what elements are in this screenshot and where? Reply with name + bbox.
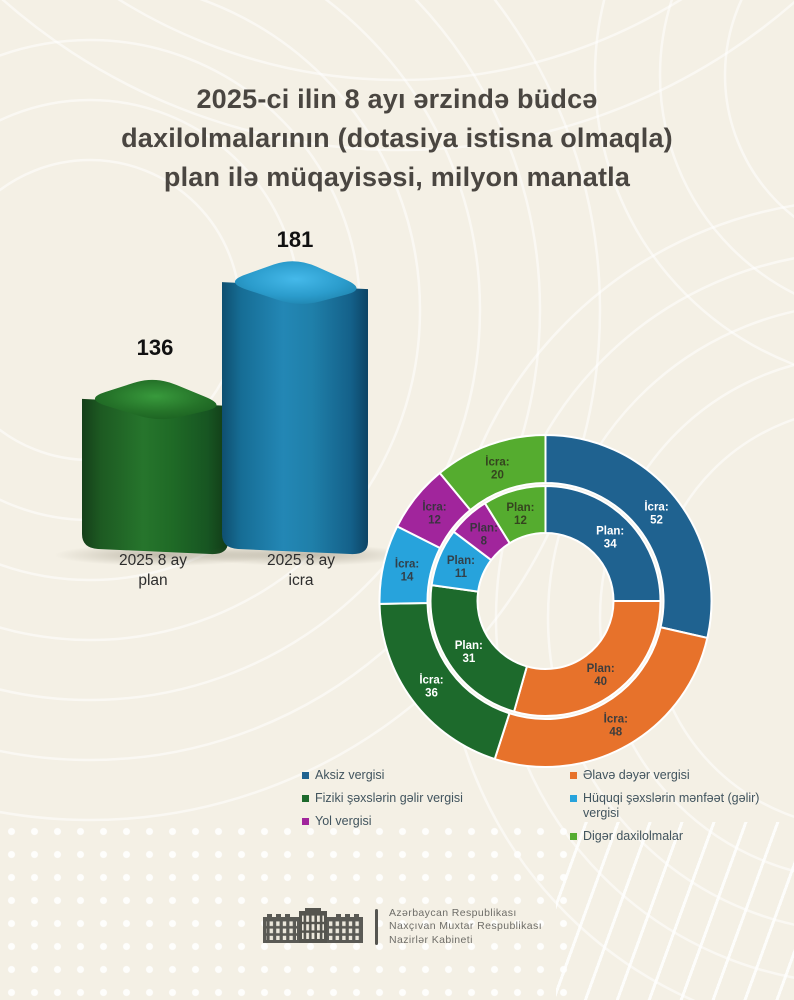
bar-icra: [222, 282, 368, 555]
footer-brand: Azərbaycan Respublikası Naxçıvan Muxtar …: [263, 901, 593, 953]
chart-legend: Aksiz vergisi Fiziki şəxslərin gəlir verg…: [302, 768, 782, 848]
title-line: 2025-ci ilin 8 ayı ərzində büdcə: [196, 84, 598, 114]
donut-segment-label: Plan: 11: [447, 555, 475, 580]
donut-segment-label: İcra: 36: [419, 674, 443, 700]
donut-segment-label: İcra: 20: [485, 455, 509, 481]
government-building-icon: [263, 908, 363, 943]
legend-swatch-icon: [302, 818, 309, 825]
donut-segment-label: İcra: 48: [604, 712, 628, 738]
bar-value-icra: 181: [276, 227, 314, 252]
footer-line: Azərbaycan Respublikası: [389, 906, 517, 919]
bar-chart: [54, 261, 411, 566]
legend-label: Digər daxilolmalar: [583, 829, 684, 843]
legend-item: Aksiz vergisi: [302, 768, 463, 783]
footer-divider: [375, 909, 378, 945]
legend-label: Yol vergisi: [315, 814, 372, 828]
donut-segment-label: Plan: 8: [470, 522, 498, 547]
bar-top-face: [94, 379, 217, 420]
donut-segment-label: Plan: 40: [587, 663, 615, 688]
legend-label: Hüquqi şəxslərin mənfəət (gəlir) vergisi: [583, 791, 760, 820]
legend-column-right: Əlavə dəyər vergisi Hüquqi şəxslərin mənf…: [570, 768, 782, 852]
donut-inner-segment-0: [544, 485, 662, 602]
legend-item: Əlavə dəyər vergisi: [570, 768, 782, 783]
footer-line: Naxçıvan Muxtar Respublikası: [389, 920, 543, 933]
donut-outer-segment-5: [438, 434, 547, 512]
title-line: plan ilə müqayisəsi, milyon manatla: [163, 162, 631, 192]
bar-label-icra: 2025 8 ay icra: [266, 552, 336, 589]
legend-item: Fiziki şəxslərin gəlir vergisi: [302, 791, 463, 806]
legend-label: Fiziki şəxslərin gəlir vergisi: [315, 791, 463, 805]
footer-text: Azərbaycan Respublikası Naxçıvan Muxtar …: [389, 907, 542, 948]
legend-column-left: Aksiz vergisi Fiziki şəxslərin gəlir verg…: [302, 768, 463, 837]
page-title: 2025-ci ilin 8 ayı ərzində büdcə daxilol…: [0, 80, 794, 197]
legend-label: Aksiz vergisi: [315, 768, 385, 782]
donut-segment-label: Plan: 31: [455, 640, 483, 665]
legend-label: Əlavə dəyər vergisi: [583, 768, 690, 782]
footer-line: Nazirlər Kabineti: [389, 933, 473, 946]
legend-item: Yol vergisi: [302, 814, 463, 829]
donut-segment-label: İcra: 14: [395, 557, 419, 583]
donut-inner-segment-1: [513, 600, 662, 717]
donut-segment-label: İcra: 12: [422, 500, 446, 526]
legend-swatch-icon: [302, 772, 309, 779]
legend-swatch-icon: [570, 772, 577, 779]
legend-swatch-icon: [570, 833, 577, 840]
donut-chart: İcra: 52 İcra: 48 İcra: 36 İcra: 14 İcra: 12 İcra:…: [378, 434, 713, 768]
legend-item: Digər daxilolmalar: [570, 829, 782, 844]
donut-segment-label: İcra: 52: [644, 500, 668, 526]
legend-swatch-icon: [570, 795, 577, 802]
legend-swatch-icon: [302, 795, 309, 802]
bar-value-plan: 136: [136, 335, 174, 360]
donut-inner-segment-5: [483, 485, 547, 545]
bar-top-face: [234, 261, 357, 304]
title-line: daxilolmalarının (dotasiya istisna olmaq…: [121, 123, 673, 153]
legend-item: Hüquqi şəxslərin mənfəət (gəlir) vergisi: [570, 791, 782, 821]
donut-segment-label: Plan: 12: [506, 502, 534, 527]
donut-segment-label: Plan: 34: [596, 525, 624, 550]
bar-plan: [82, 398, 228, 555]
bar-label-plan: 2025 8 ay plan: [118, 552, 188, 589]
